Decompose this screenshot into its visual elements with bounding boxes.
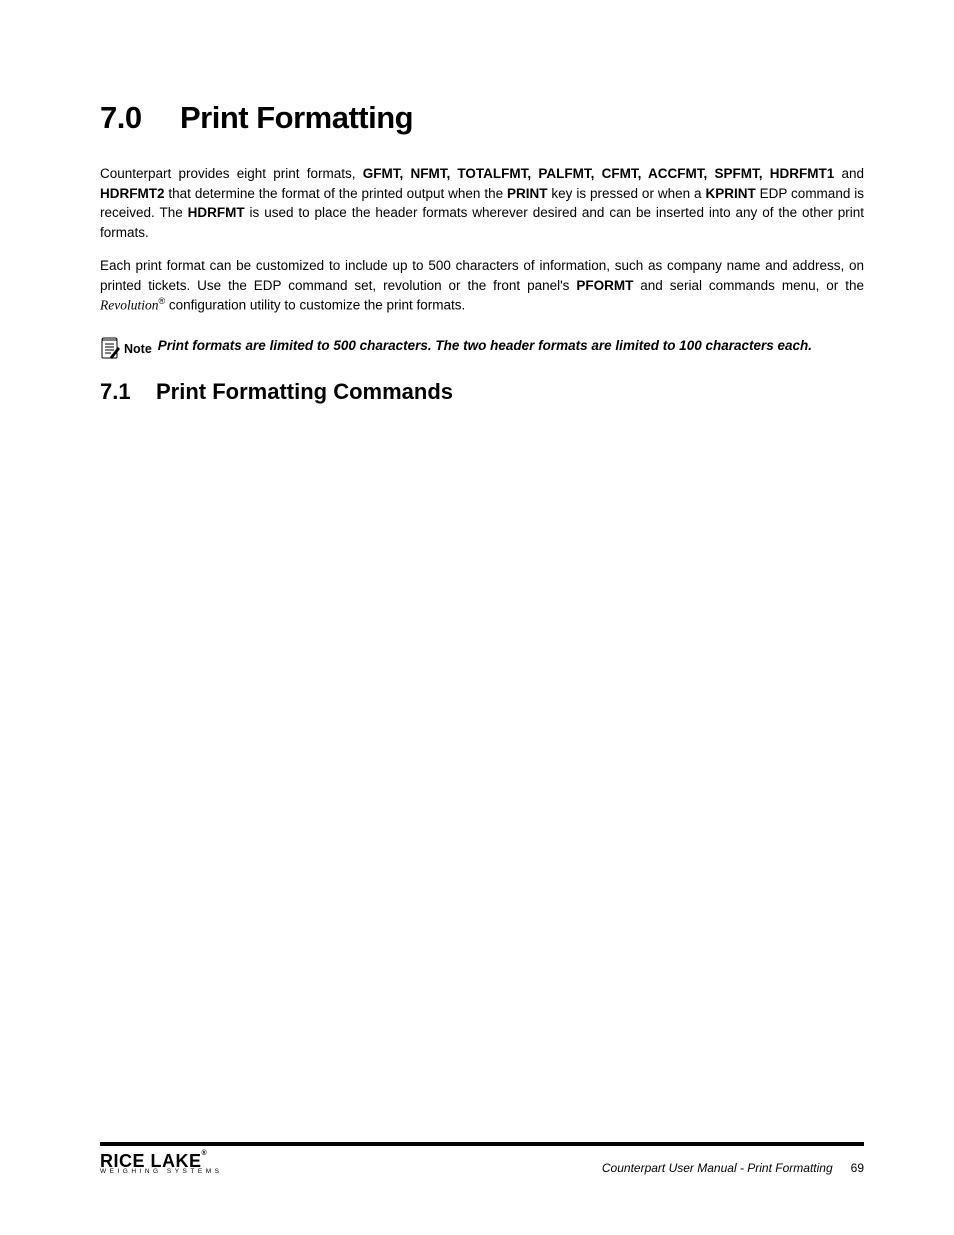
note-text: Print formats are limited to 500 charact… [158, 337, 812, 356]
section-heading: 7.0 Print Formatting [100, 100, 864, 136]
section-title: Print Formatting [180, 100, 413, 136]
note-label: Note [124, 342, 152, 356]
logo-registered: ® [202, 1150, 208, 1157]
logo-text: RICE LAKE [100, 1151, 202, 1171]
note-block: Note Print formats are limited to 500 ch… [100, 337, 864, 361]
subsection-number: 7.1 [100, 379, 156, 405]
subsection-heading: 7.1 Print Formatting Commands [100, 379, 864, 405]
note-icon [100, 337, 122, 361]
menu-pformt: PFORMT [576, 278, 633, 293]
note-icon-wrap: Note [100, 337, 152, 361]
section-number: 7.0 [100, 100, 180, 136]
intro-paragraph-1: Counterpart provides eight print formats… [100, 164, 864, 242]
key-print: PRINT [507, 186, 548, 201]
text: and [834, 166, 864, 181]
page-number: 69 [851, 1161, 864, 1175]
subsection-title: Print Formatting Commands [156, 379, 453, 405]
intro-paragraph-2: Each print format can be customized to i… [100, 256, 864, 315]
text: that determine the format of the printed… [165, 186, 508, 201]
text: Counterpart provides eight print formats… [100, 166, 363, 181]
text: configuration utility to customize the p… [165, 298, 465, 313]
text: and serial commands menu, or the [633, 278, 864, 293]
format-hdrfmt2: HDRFMT2 [100, 186, 165, 201]
product-revolution: Revolution [100, 298, 158, 313]
cmd-hdrfmt: HDRFMT [188, 205, 245, 220]
footer-rule [100, 1142, 864, 1146]
page-footer: RICE LAKE® WEIGHING SYSTEMS Counterpart … [100, 1142, 864, 1176]
brand-logo: RICE LAKE® WEIGHING SYSTEMS [100, 1152, 222, 1176]
text: key is pressed or when a [548, 186, 706, 201]
doc-name: Counterpart User Manual - Print Formatti… [602, 1161, 833, 1175]
format-list: GFMT, NFMT, TOTALFMT, PALFMT, CFMT, ACCF… [363, 166, 835, 181]
footer-doc-title: Counterpart User Manual - Print Formatti… [602, 1161, 864, 1175]
cmd-kprint: KPRINT [705, 186, 755, 201]
